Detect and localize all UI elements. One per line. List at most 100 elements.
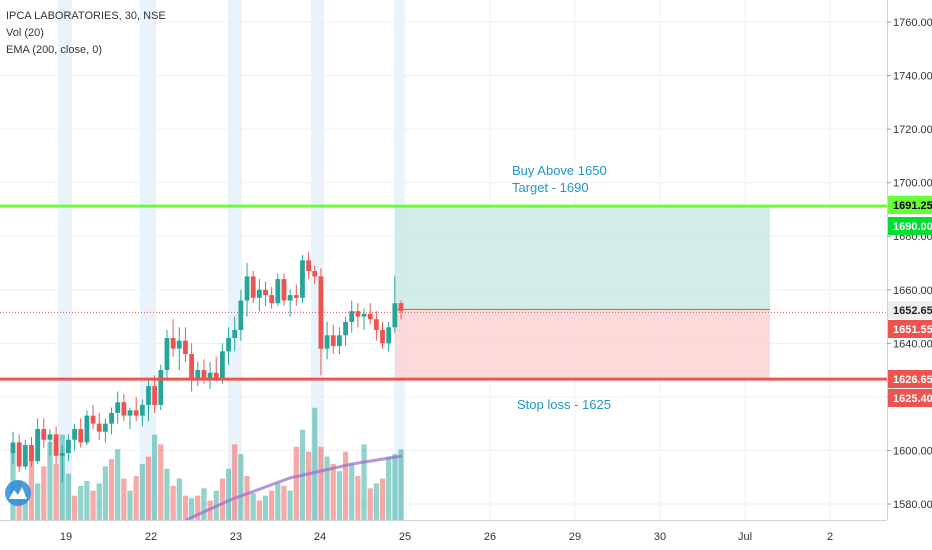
candle-body[interactable] (90, 415, 96, 424)
volume-bar (306, 451, 312, 520)
candle-body[interactable] (343, 321, 348, 336)
candle-body[interactable] (355, 311, 361, 317)
volume-bar (318, 446, 324, 520)
price-label-text: 1651.55 (893, 324, 932, 336)
candle-body[interactable] (238, 300, 244, 330)
candle-body[interactable] (189, 354, 195, 379)
candle-body[interactable] (96, 423, 102, 432)
candle-body[interactable] (84, 415, 90, 443)
candle-body[interactable] (195, 370, 201, 379)
price-label-box (888, 370, 932, 388)
volume-bar (78, 485, 84, 520)
legend-symbol[interactable]: IPCA LABORATORIES, 30, NSE (6, 10, 166, 22)
price-label-text: 1691.25 (893, 200, 932, 212)
candle-body[interactable] (35, 429, 41, 462)
candle-body[interactable] (337, 335, 342, 347)
x-tick-label: 26 (484, 531, 496, 543)
candle-body[interactable] (152, 386, 158, 405)
candle-body[interactable] (312, 271, 318, 277)
volume-bar (22, 493, 28, 520)
candle-body[interactable] (127, 410, 133, 416)
candle-body[interactable] (183, 340, 188, 355)
candle-body[interactable] (47, 434, 53, 440)
candle-body[interactable] (281, 279, 287, 301)
candle-body[interactable] (41, 429, 47, 440)
candle-body[interactable] (367, 313, 373, 320)
volume-bar (392, 454, 398, 520)
candle-body[interactable] (115, 402, 121, 413)
candle-body[interactable] (306, 260, 312, 272)
candle-body[interactable] (269, 295, 275, 304)
candle-body[interactable] (53, 434, 59, 456)
candle-body[interactable] (287, 295, 293, 301)
volume-bar (182, 495, 189, 520)
candle-body[interactable] (349, 311, 355, 322)
candle-body[interactable] (330, 335, 336, 347)
candle-body[interactable] (29, 445, 34, 462)
candle-body[interactable] (386, 327, 392, 344)
y-tick-label: 1580.00 (893, 499, 932, 511)
profit-zone[interactable] (395, 206, 770, 310)
loss-zone[interactable] (395, 309, 770, 380)
candle-body[interactable] (250, 276, 256, 298)
volume-bar (287, 490, 293, 520)
candle-body[interactable] (244, 276, 250, 301)
candle-body[interactable] (226, 337, 231, 352)
candle-body[interactable] (170, 337, 176, 349)
x-tick-label: 30 (654, 531, 666, 543)
candle-body[interactable] (256, 289, 262, 298)
time-axis (0, 520, 887, 550)
candle-body[interactable] (66, 439, 71, 454)
candle-body[interactable] (213, 372, 219, 379)
candle-body[interactable] (300, 260, 305, 298)
candle-body[interactable] (207, 372, 213, 379)
candle-body[interactable] (263, 289, 268, 296)
y-tick-label: 1600.00 (893, 445, 932, 457)
candle-body[interactable] (22, 445, 28, 467)
candle-body[interactable] (10, 442, 16, 454)
logo-icon[interactable] (5, 480, 31, 506)
candle-body[interactable] (361, 313, 367, 317)
candle-body[interactable] (78, 429, 84, 443)
volume-bar (41, 466, 47, 520)
candle-body[interactable] (324, 335, 330, 349)
candle-body[interactable] (201, 370, 207, 379)
candle-body[interactable] (59, 453, 65, 456)
candle-body[interactable] (380, 329, 385, 344)
candle-body[interactable] (72, 429, 77, 440)
candle-body[interactable] (16, 442, 22, 467)
candle-body[interactable] (139, 404, 145, 416)
volume-bar (102, 466, 108, 520)
candle-body[interactable] (146, 386, 151, 405)
volume-bar (84, 480, 90, 520)
candle-body[interactable] (102, 423, 108, 432)
candle-body[interactable] (158, 370, 164, 405)
volume-bar (133, 476, 139, 520)
candle-body[interactable] (176, 340, 182, 349)
candle-body[interactable] (219, 351, 225, 379)
price-label-box (888, 320, 932, 338)
candle-body[interactable] (133, 410, 139, 416)
volume-bar (127, 490, 133, 520)
volume-bar (225, 468, 232, 520)
candle-body[interactable] (121, 402, 127, 416)
candle-body[interactable] (398, 303, 404, 312)
price-axis (887, 0, 932, 550)
candle-body[interactable] (232, 329, 238, 338)
candle-body[interactable] (109, 412, 114, 424)
volume-bar (262, 495, 269, 520)
candle-body[interactable] (164, 337, 170, 371)
candle-body[interactable] (392, 303, 398, 328)
candle-body[interactable] (373, 319, 379, 330)
candle-body[interactable] (275, 279, 281, 304)
volume-bar (312, 407, 318, 520)
candle-body[interactable] (293, 295, 299, 298)
volume-bar (232, 444, 238, 520)
chart-legend: IPCA LABORATORIES, 30, NSE Vol (20) EMA … (6, 8, 166, 59)
legend-volume[interactable]: Vol (20) (6, 27, 44, 39)
candle-body[interactable] (318, 276, 324, 349)
legend-ema[interactable]: EMA (200, close, 0) (6, 44, 102, 56)
volume-bar (71, 495, 78, 520)
